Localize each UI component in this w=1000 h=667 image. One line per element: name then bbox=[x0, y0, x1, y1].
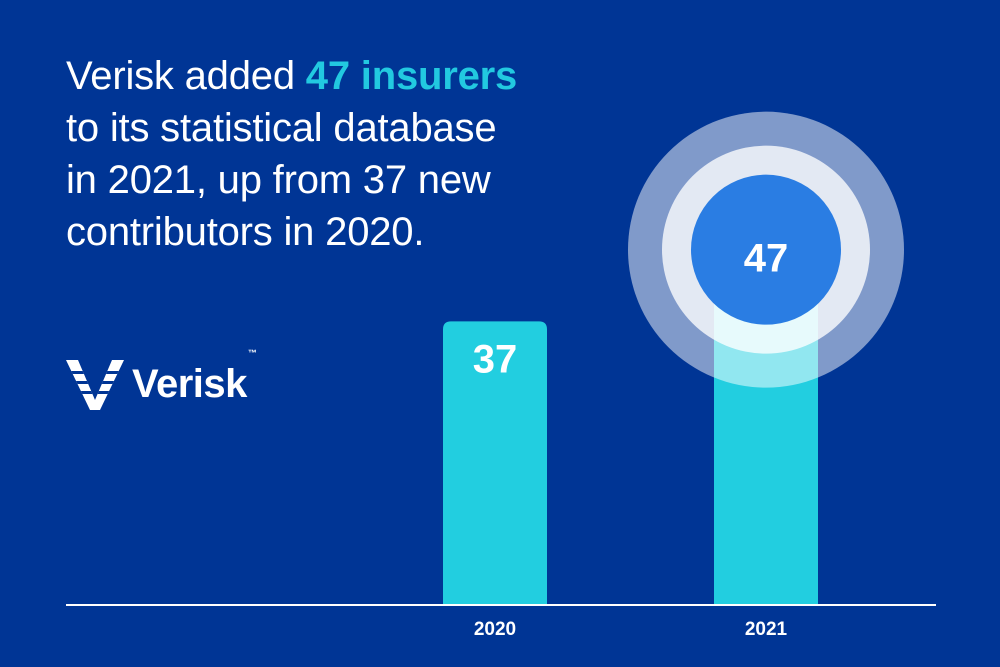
category-label-2021: 2021 bbox=[745, 619, 788, 640]
headline: Verisk added 47 insurers to its statisti… bbox=[66, 50, 586, 258]
trademark-symbol: ™ bbox=[247, 347, 257, 358]
headline-line-2: to its statistical database bbox=[66, 106, 497, 150]
headline-line-1: Verisk added 47 insurers bbox=[66, 50, 586, 102]
verisk-wordmark: Verisk™ bbox=[132, 348, 257, 407]
wordmark-text: Verisk bbox=[132, 361, 247, 406]
bars-layer bbox=[443, 111, 904, 605]
headline-highlight: 47 insurers bbox=[305, 54, 518, 98]
labels-layer: 37 2020 47 2021 bbox=[473, 237, 789, 640]
data-label-2020: 37 bbox=[473, 337, 518, 381]
verisk-logo: Verisk™ bbox=[64, 348, 257, 414]
headline-line-4: contributors in 2020. bbox=[66, 210, 425, 254]
data-label-2021: 47 bbox=[744, 237, 789, 281]
verisk-v-icon bbox=[66, 360, 124, 410]
highlight-circle-core bbox=[691, 174, 841, 325]
headline-line-3: in 2021, up from 37 new bbox=[66, 158, 491, 202]
bar-2020 bbox=[443, 321, 547, 605]
headline-line-1-text: Verisk added bbox=[66, 54, 306, 98]
category-label-2020: 2020 bbox=[474, 619, 516, 640]
